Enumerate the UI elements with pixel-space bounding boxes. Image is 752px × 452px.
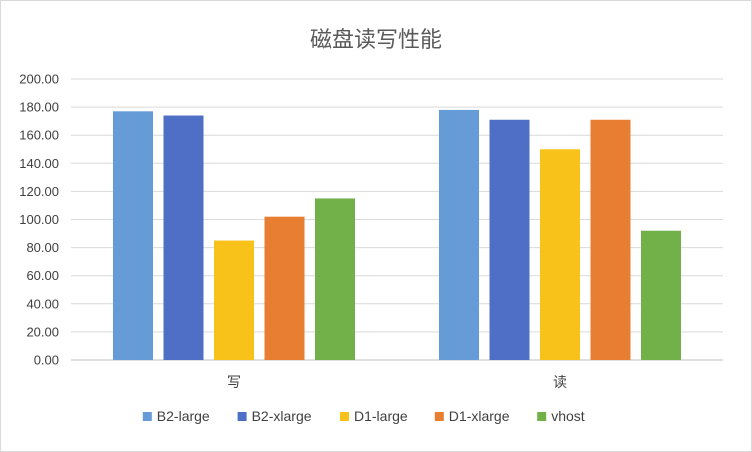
y-tick-label: 120.00 bbox=[19, 184, 59, 199]
legend-swatch bbox=[537, 412, 547, 421]
chart-title: 磁盘读写性能 bbox=[310, 28, 442, 53]
bar-d1-xlarge-write bbox=[264, 216, 305, 360]
legend-label: D1-large bbox=[354, 408, 408, 424]
legend-label: D1-xlarge bbox=[449, 408, 510, 424]
bar-b2-large-read bbox=[439, 109, 479, 360]
bar-b2-large-write bbox=[113, 111, 153, 360]
x-category-label: 读 bbox=[553, 374, 567, 391]
legend-swatch bbox=[237, 412, 247, 421]
legend-item-b2-large[interactable]: B2-large bbox=[142, 408, 210, 424]
legend-item-d1-xlarge[interactable]: D1-xlarge bbox=[434, 408, 510, 424]
y-tick-label: 0.00 bbox=[34, 353, 59, 368]
bar-b2-xlarge-read bbox=[489, 119, 530, 361]
legend-item-vhost[interactable]: vhost bbox=[537, 408, 585, 424]
y-tick-label: 180.00 bbox=[19, 100, 59, 115]
y-tick-label: 80.00 bbox=[26, 240, 59, 255]
y-tick-label: 200.00 bbox=[19, 72, 59, 87]
bar-vhost-read bbox=[641, 230, 681, 360]
legend[interactable]: B2-large B2-xlarge D1-large D1-xlarge vhost bbox=[142, 408, 585, 424]
y-tick-label: 100.00 bbox=[19, 212, 59, 227]
y-tick-label: 40.00 bbox=[26, 296, 59, 311]
legend-label: B2-large bbox=[157, 408, 210, 424]
legend-label: B2-xlarge bbox=[252, 408, 312, 424]
x-category-label: 写 bbox=[227, 375, 241, 391]
bar-vhost-write bbox=[315, 198, 355, 360]
y-tick-label: 20.00 bbox=[26, 324, 59, 339]
legend-label: vhost bbox=[551, 408, 585, 424]
x-axis-categories: 写读 bbox=[227, 374, 567, 391]
y-tick-label: 140.00 bbox=[19, 156, 59, 171]
legend-item-b2-xlarge[interactable]: B2-xlarge bbox=[237, 408, 312, 424]
y-tick-label: 60.00 bbox=[26, 268, 59, 283]
bars bbox=[113, 109, 681, 361]
bar-d1-large-write bbox=[214, 240, 254, 360]
bar-b2-xlarge-write bbox=[163, 115, 204, 360]
legend-item-d1-large[interactable]: D1-large bbox=[340, 408, 408, 424]
legend-swatch bbox=[434, 412, 444, 421]
bar-d1-large-read bbox=[540, 149, 580, 360]
legend-swatch bbox=[340, 412, 349, 421]
legend-swatch bbox=[142, 412, 152, 421]
bar-d1-xlarge-read bbox=[590, 119, 631, 361]
y-tick-label: 160.00 bbox=[19, 128, 59, 143]
y-axis-ticks: 0.00 20.00 40.00 60.00 80.00 100.00 120.00 140.… bbox=[19, 72, 59, 368]
